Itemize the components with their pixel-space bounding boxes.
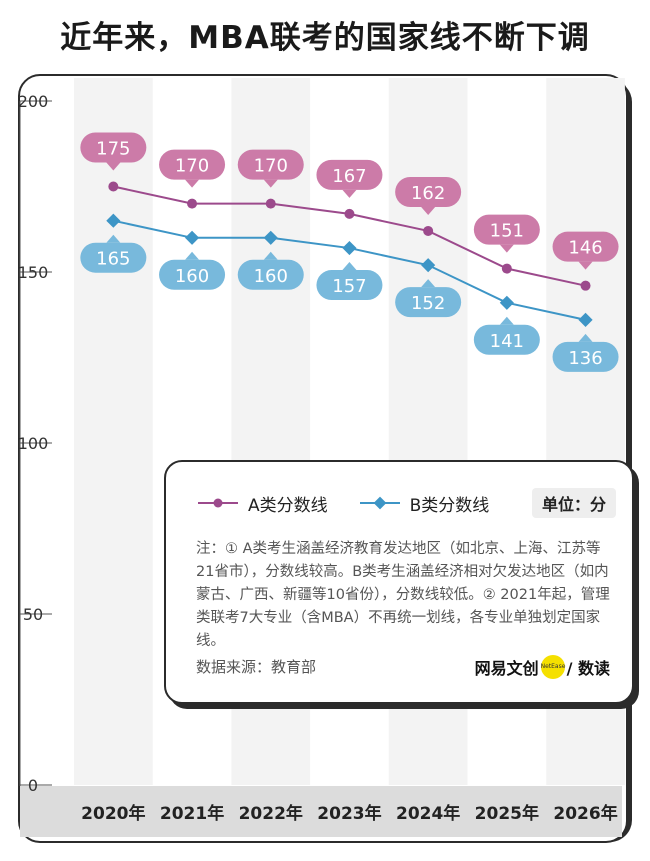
data-point-b (342, 240, 357, 256)
data-label-bubble (552, 341, 619, 372)
unit-label: 单位：分 (531, 488, 616, 518)
y-tick-label: 200 (18, 92, 49, 111)
column-band (74, 78, 153, 785)
data-label: 157 (332, 276, 366, 297)
data-label-tip (342, 189, 357, 198)
data-label-bubble (473, 214, 540, 245)
data-point-b (421, 258, 436, 273)
legend-box: A类分数线 B类分数线 单位：分 注：① A类考生涵盖经济教育发达地区（如北京、… (164, 460, 634, 704)
data-label-bubble (80, 132, 147, 163)
data-label-tip (185, 251, 200, 260)
data-label-bubble (237, 259, 304, 290)
data-point-b (263, 230, 278, 245)
y-tick-label: 50 (23, 605, 43, 624)
data-point-a (501, 263, 512, 274)
brand-left: 网易文创 (474, 659, 539, 678)
data-point-a (344, 208, 355, 219)
data-point-a (580, 280, 591, 291)
x-tick-label: 2024年 (396, 803, 460, 824)
x-tick-label: 2022年 (239, 803, 303, 824)
data-label: 136 (568, 348, 602, 369)
data-label-bubble (473, 324, 540, 355)
legend-a-marker-icon (198, 498, 238, 508)
x-tick-label: 2025年 (475, 803, 539, 824)
data-label: 170 (175, 156, 209, 177)
legend: A类分数线 B类分数线 单位：分 (196, 488, 616, 518)
data-source: 数据来源：教育部 (196, 658, 317, 676)
data-label-bubble (316, 270, 383, 301)
data-label-tip (106, 234, 121, 243)
data-label-bubble (159, 149, 226, 180)
chart-note: 注：① A类考生涵盖经济教育发达地区（如北京、上海、江苏等21省市），分数线较高… (196, 541, 610, 649)
data-label-tip (578, 261, 593, 270)
data-point-b (499, 295, 514, 310)
x-tick-label: 2023年 (317, 803, 381, 824)
data-label-tip (499, 244, 514, 253)
data-label-tip (185, 179, 200, 188)
data-label-tip (342, 262, 357, 271)
data-label: 162 (411, 183, 445, 204)
brand-badge-icon: NetEase (540, 655, 565, 679)
x-tick-label: 2021年 (160, 803, 224, 824)
data-point-a (187, 198, 198, 209)
data-label-tip (578, 333, 593, 342)
legend-b-marker-icon (359, 496, 400, 510)
data-label-tip (421, 206, 436, 215)
data-label: 146 (568, 238, 602, 259)
data-label-tip (263, 251, 278, 260)
data-label: 167 (332, 166, 366, 187)
data-point-b (184, 230, 200, 245)
data-label-bubble (395, 287, 462, 318)
data-point-a (423, 225, 434, 236)
data-label-bubble (80, 242, 147, 273)
data-label-bubble (159, 259, 226, 290)
data-label-bubble (552, 231, 619, 262)
brand-right: / 数读 (566, 659, 610, 678)
data-label: 160 (175, 266, 209, 287)
data-label-bubble (395, 176, 462, 207)
data-label: 160 (254, 266, 288, 287)
y-tick-label: 100 (18, 434, 49, 453)
data-label-tip (499, 316, 514, 325)
data-label: 165 (96, 249, 130, 270)
x-tick-label: 2026年 (553, 803, 617, 824)
brand-logo: 网易文创 NetEase / 数读 (475, 655, 610, 679)
x-tick-label: 2020年 (81, 803, 145, 824)
legend-item-b: B类分数线 (358, 491, 490, 516)
page-title: 近年来，MBA联考的国家线不断下调 (60, 20, 590, 56)
data-label: 152 (411, 293, 445, 314)
data-point-a (265, 198, 276, 209)
data-label-tip (263, 179, 278, 188)
data-label-bubble (316, 159, 383, 190)
data-label: 170 (254, 156, 288, 177)
data-label: 151 (490, 221, 524, 242)
data-label-bubble (237, 149, 304, 180)
x-axis-band (20, 786, 622, 837)
data-label: 141 (490, 331, 524, 352)
data-label: 175 (96, 139, 130, 160)
data-label-tip (421, 279, 436, 288)
y-tick-label: 0 (28, 776, 38, 795)
legend-a-label: A类分数线 (248, 495, 328, 516)
data-label-tip (106, 162, 121, 171)
legend-item-a: A类分数线 (196, 491, 328, 516)
legend-b-label: B类分数线 (409, 495, 490, 516)
data-point-b (578, 312, 593, 327)
data-point-a (108, 181, 119, 192)
y-tick-label: 150 (18, 263, 49, 282)
